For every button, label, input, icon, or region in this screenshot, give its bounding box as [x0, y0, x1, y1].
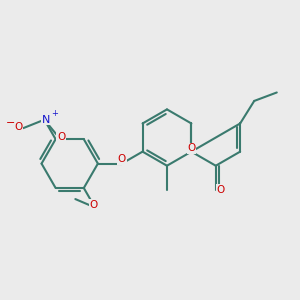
Text: O: O — [118, 154, 126, 164]
Text: O: O — [57, 132, 65, 142]
Text: O: O — [14, 122, 22, 132]
Text: −: − — [6, 118, 15, 128]
Text: O: O — [187, 143, 196, 153]
Text: +: + — [52, 109, 58, 118]
Text: O: O — [217, 185, 225, 195]
Text: N: N — [42, 115, 50, 125]
Text: O: O — [89, 200, 98, 210]
